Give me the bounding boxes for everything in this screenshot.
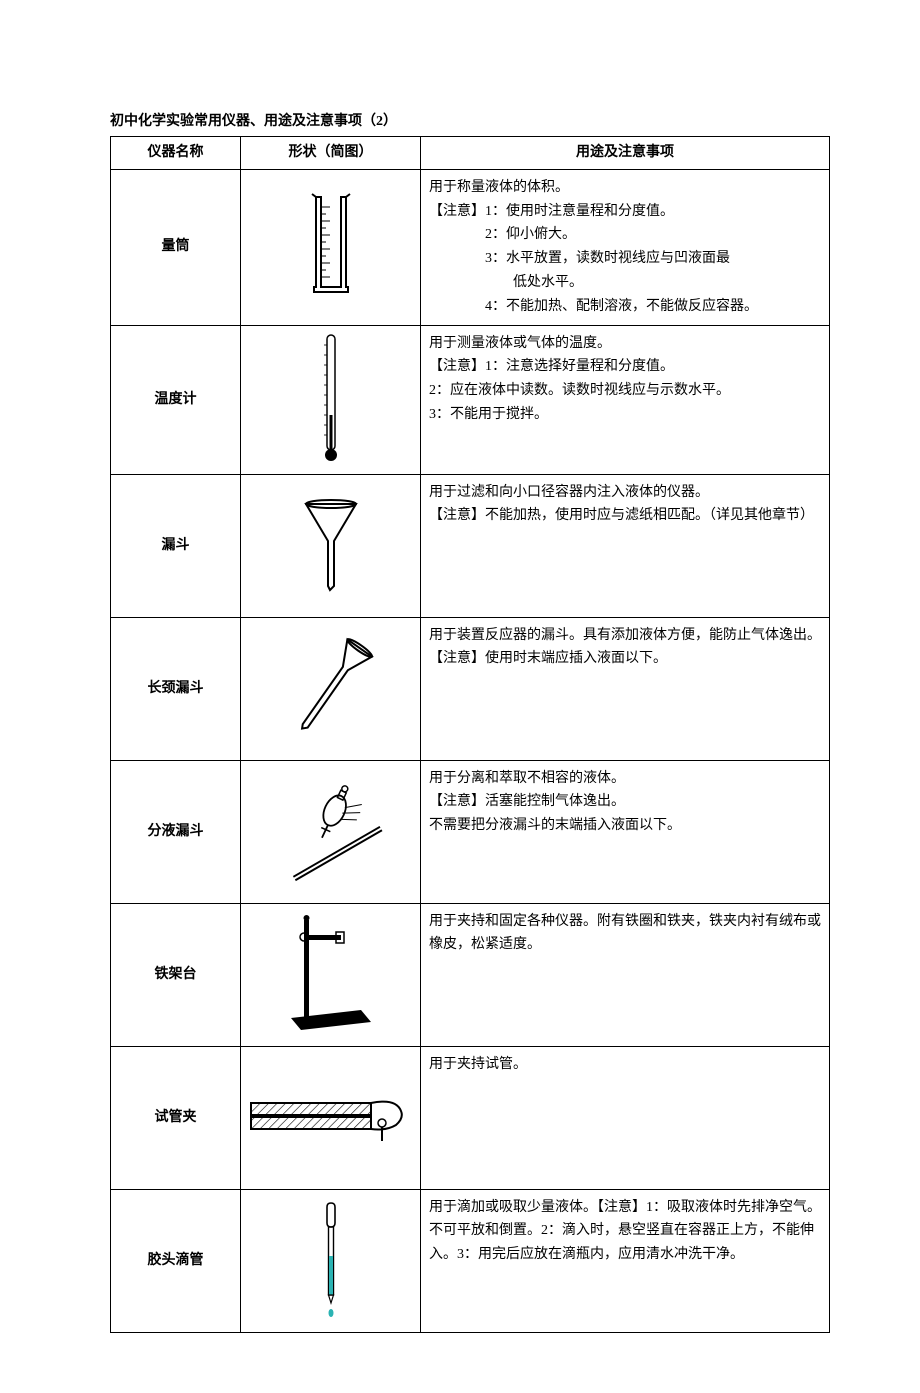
instrument-name: 试管夹 — [111, 1046, 241, 1189]
instrument-shape — [241, 760, 421, 903]
header-name: 仪器名称 — [111, 137, 241, 170]
instrument-shape — [241, 1189, 421, 1332]
instrument-usage: 用于测量液体或气体的温度。 【注意】1：注意选择好量程和分度值。 2：应在液体中… — [421, 325, 830, 474]
test-tube-holder-icon — [246, 1083, 416, 1153]
table-header-row: 仪器名称 形状（简图） 用途及注意事项 — [111, 137, 830, 170]
iron-stand-icon — [276, 910, 386, 1040]
table-row: 长颈漏斗 用于装置反应器的漏斗。具有添加液体方便，能防止气体逸出。 【注意】使用… — [111, 617, 830, 760]
instruments-table: 仪器名称 形状（简图） 用途及注意事项 量筒 — [110, 136, 830, 1333]
instrument-usage: 用于过滤和向小口径容器内注入液体的仪器。 【注意】不能加热，使用时应与滤纸相匹配… — [421, 474, 830, 617]
instrument-name: 铁架台 — [111, 903, 241, 1046]
table-row: 胶头滴管 用于滴加或吸取少量液体。【注意】1：吸取液体时先排净空气。不可平放和倒… — [111, 1189, 830, 1332]
instrument-usage: 用于夹持和固定各种仪器。附有铁圈和铁夹，铁夹内衬有绒布或橡皮，松紧适度。 — [421, 903, 830, 1046]
instrument-shape — [241, 903, 421, 1046]
instrument-shape — [241, 617, 421, 760]
instrument-shape — [241, 325, 421, 474]
header-shape: 形状（简图） — [241, 137, 421, 170]
long-neck-funnel-icon — [276, 634, 386, 744]
instrument-name: 胶头滴管 — [111, 1189, 241, 1332]
graduated-cylinder-icon — [306, 192, 356, 302]
document-page: 初中化学实验常用仪器、用途及注意事项（2） 仪器名称 形状（简图） 用途及注意事… — [0, 0, 920, 1393]
instrument-usage: 用于分离和萃取不相容的液体。 【注意】活塞能控制气体逸出。 不需要把分液漏斗的末… — [421, 760, 830, 903]
instrument-usage: 用于装置反应器的漏斗。具有添加液体方便，能防止气体逸出。 【注意】使用时末端应插… — [421, 617, 830, 760]
instrument-name: 长颈漏斗 — [111, 617, 241, 760]
table-row: 漏斗 用于过滤和向小口径容器内注入液体的仪器。 【注意】不能加热，使用时应与滤纸… — [111, 474, 830, 617]
instrument-shape — [241, 474, 421, 617]
separating-funnel-icon — [256, 777, 406, 887]
table-row: 温度计 — [111, 325, 830, 474]
dropper-icon — [316, 1201, 346, 1321]
table-row: 铁架台 用于夹持和固定各种仪器。附有铁圈和铁夹，铁夹内衬有绒布或橡皮，松紧适度。 — [111, 903, 830, 1046]
instrument-usage: 用于称量液体的体积。 【注意】1：使用时注意量程和分度值。 2：仰小俯大。 3：… — [421, 169, 830, 325]
instrument-shape — [241, 1046, 421, 1189]
funnel-icon — [296, 496, 366, 596]
page-title: 初中化学实验常用仪器、用途及注意事项（2） — [110, 110, 830, 130]
instrument-usage: 用于夹持试管。 — [421, 1046, 830, 1189]
instrument-name: 分液漏斗 — [111, 760, 241, 903]
table-row: 量筒 — [111, 169, 830, 325]
table-row: 分液漏斗 — [111, 760, 830, 903]
instrument-name: 量筒 — [111, 169, 241, 325]
instrument-name: 温度计 — [111, 325, 241, 474]
table-row: 试管夹 — [111, 1046, 830, 1189]
thermometer-icon — [316, 330, 346, 470]
instrument-shape — [241, 169, 421, 325]
instrument-usage: 用于滴加或吸取少量液体。【注意】1：吸取液体时先排净空气。不可平放和倒置。2：滴… — [421, 1189, 830, 1332]
instrument-name: 漏斗 — [111, 474, 241, 617]
header-usage: 用途及注意事项 — [421, 137, 830, 170]
